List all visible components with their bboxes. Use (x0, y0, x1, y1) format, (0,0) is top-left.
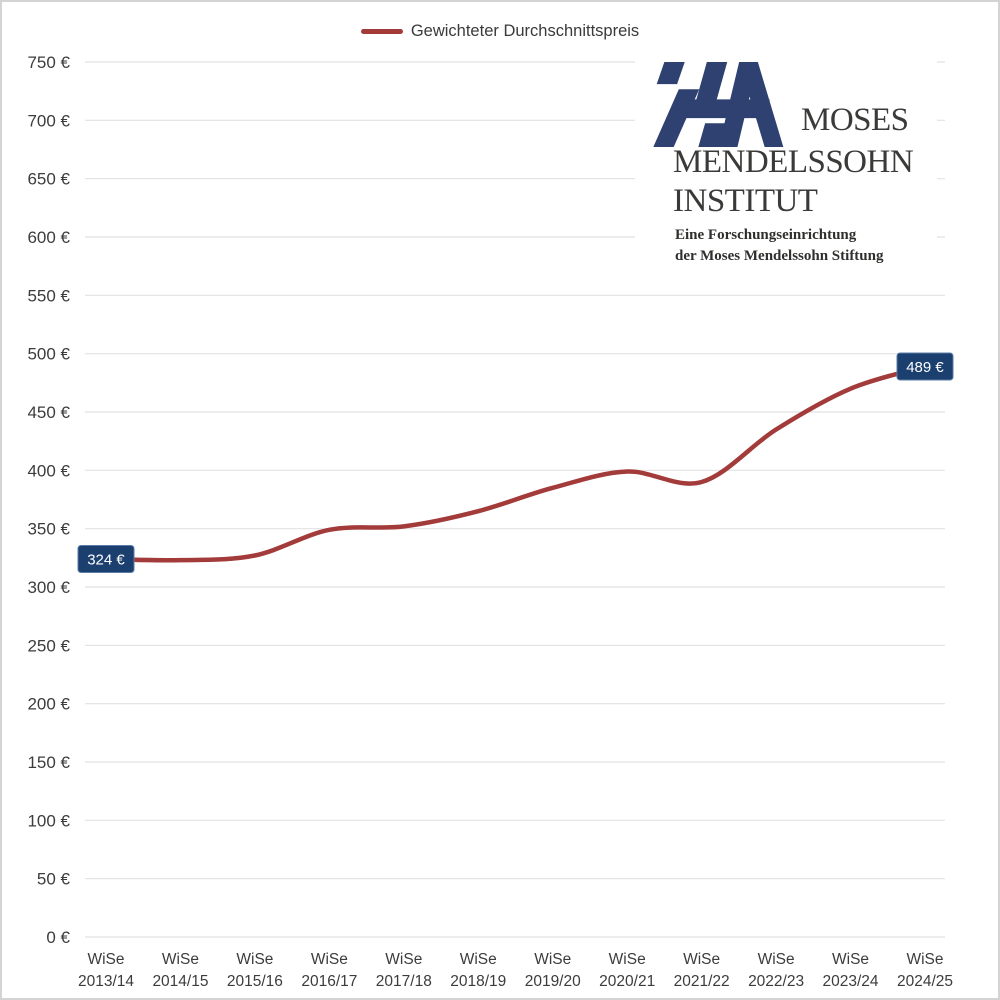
x-axis-tick-label: WiSe 2016/17 (301, 951, 357, 990)
y-axis-tick-label: 0 € (46, 928, 70, 947)
x-axis-tick-label: WiSe 2019/20 (525, 951, 581, 990)
point-label-badge (77, 545, 135, 573)
y-axis-tick-label: 50 € (37, 870, 71, 889)
moses-mendelssohn-logo: MOSES MENDELSSOHN INSTITUT Eine Forschun… (635, 54, 937, 282)
x-axis-tick-label: WiSe 2024/25 (897, 951, 953, 990)
logo-tagline-line2: der Moses Mendelssohn Stiftung (675, 248, 884, 264)
moses-mendelssohn-logo-mark-icon (653, 62, 784, 147)
x-axis-tick-label: WiSe 2020/21 (599, 951, 655, 990)
x-axis-tick-label: WiSe 2021/22 (674, 951, 730, 990)
x-axis-tick-label: WiSe 2013/14 (78, 951, 134, 990)
y-axis-tick-label: 600 € (27, 228, 70, 247)
y-axis-tick-label: 350 € (27, 520, 70, 539)
series-line (103, 364, 928, 563)
y-axis-tick-label: 100 € (27, 811, 70, 830)
y-axis-tick-label: 650 € (27, 170, 70, 189)
y-axis-tick-label: 250 € (27, 636, 70, 655)
x-axis-tick-label: WiSe 2022/23 (748, 951, 804, 990)
y-axis-tick-label: 150 € (27, 753, 70, 772)
chart-legend: Gewichteter Durchschnittspreis (2, 22, 998, 41)
point-label-text: 324 € (87, 552, 125, 569)
x-axis-tick-label: WiSe 2017/18 (376, 951, 432, 990)
x-axis-tick-label: WiSe 2023/24 (823, 951, 879, 990)
y-axis-tick-label: 450 € (27, 403, 70, 422)
y-axis-tick-label: 200 € (27, 695, 70, 714)
y-axis-tick-label: 700 € (27, 111, 70, 130)
x-axis-tick-label: WiSe 2014/15 (152, 951, 208, 990)
point-label-badge (896, 352, 954, 381)
point-label-text: 489 € (906, 359, 944, 376)
legend-label: Gewichteter Durchschnittspreis (410, 22, 640, 40)
y-axis-tick-label: 750 € (27, 53, 70, 72)
logo-name-line3: INSTITUT (673, 183, 818, 219)
y-axis-tick-label: 550 € (27, 286, 70, 305)
y-axis-tick-label: 300 € (27, 578, 70, 597)
logo-tagline-line1: Eine Forschungseinrichtung (675, 227, 857, 243)
x-axis-tick-label: WiSe 2018/19 (450, 951, 506, 990)
y-axis-tick-label: 500 € (27, 345, 70, 364)
x-axis-tick-label: WiSe 2015/16 (227, 951, 283, 990)
y-axis-tick-label: 400 € (27, 461, 70, 480)
logo-name-line1: MOSES (801, 102, 909, 138)
legend-line-swatch-icon (360, 29, 403, 34)
logo-name-line2: MENDELSSOHN (673, 144, 914, 180)
